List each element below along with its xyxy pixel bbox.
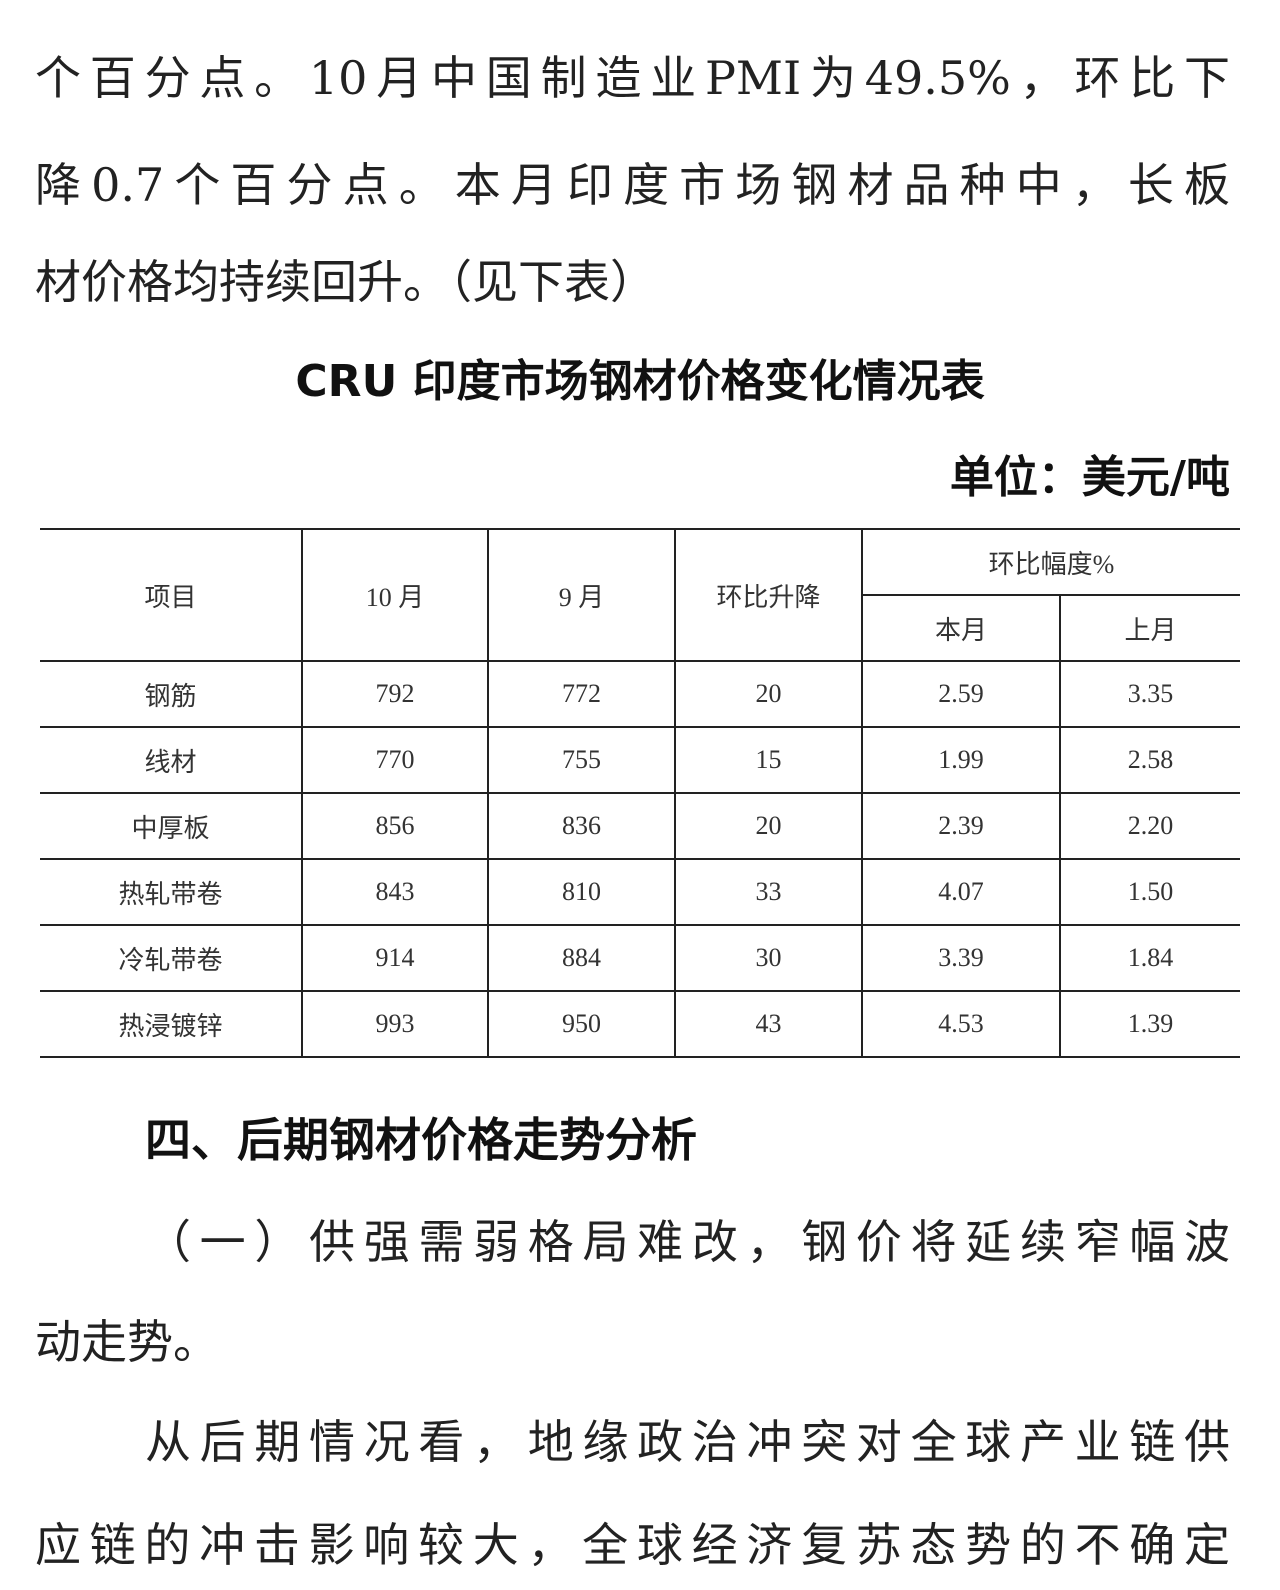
table-row: 中厚板 856 836 20 2.39 2.20 [40, 792, 1240, 860]
table-cell: 792 [301, 660, 489, 728]
paragraph-line: 从后期情况看，地缘政治冲突对全球产业链供 [145, 1415, 1230, 1469]
table-cell: 770 [301, 726, 489, 794]
paragraph-line: 个百分点。10月中国制造业PMI为49.5%，环比下 [35, 51, 1230, 105]
table-cell: 755 [487, 726, 676, 794]
price-table: 项目 10 月 9 月 环比升降 环比幅度% 本月 上月 钢筋 792 772 20 2… [40, 528, 1240, 1058]
table-cell: 4.07 [861, 858, 1061, 926]
header-oct: 10 月 [301, 528, 489, 662]
table-row: 线材 770 755 15 1.99 2.58 [40, 726, 1240, 794]
header-sep: 9 月 [487, 528, 676, 662]
unit-label: 单位：美元/吨 [949, 452, 1230, 503]
table-cell: 30 [674, 924, 863, 992]
table-cell: 2.39 [861, 792, 1061, 860]
table-cell: 810 [487, 858, 676, 926]
table-cell: 冷轧带卷 [40, 924, 303, 992]
table-cell: 856 [301, 792, 489, 860]
table-cell: 15 [674, 726, 863, 794]
paragraph-line: 降0.7个百分点。本月印度市场钢材品种中，长板 [35, 158, 1230, 212]
table-cell: 2.58 [1059, 726, 1240, 794]
table-cell: 4.53 [861, 990, 1061, 1058]
table-cell: 3.39 [861, 924, 1061, 992]
table-cell: 热浸镀锌 [40, 990, 303, 1058]
table-cell: 1.50 [1059, 858, 1240, 926]
table-row: 热浸镀锌 993 950 43 4.53 1.39 [40, 990, 1240, 1058]
subsection-line: 动走势。 [35, 1315, 219, 1369]
table-cell: 884 [487, 924, 676, 992]
table-row: 冷轧带卷 914 884 30 3.39 1.84 [40, 924, 1240, 992]
table-cell: 950 [487, 990, 676, 1058]
section-heading: 四、后期钢材价格走势分析 [145, 1113, 697, 1167]
header-item: 项目 [40, 528, 303, 662]
table-cell: 33 [674, 858, 863, 926]
table-cell: 钢筋 [40, 660, 303, 728]
paragraph-line: 应链的冲击影响较大，全球经济复苏态势的不确定 [35, 1518, 1230, 1572]
table-title: CRU 印度市场钢材价格变化情况表 [295, 356, 985, 407]
table-cell: 843 [301, 858, 489, 926]
paragraph-line: 材价格均持续回升。（见下表） [35, 255, 656, 309]
table-cell: 2.20 [1059, 792, 1240, 860]
table-row: 热轧带卷 843 810 33 4.07 1.50 [40, 858, 1240, 926]
header-this-month: 本月 [862, 594, 1061, 662]
table-row: 钢筋 792 772 20 2.59 3.35 [40, 660, 1240, 728]
table-cell: 2.59 [861, 660, 1061, 728]
table-cell: 1.39 [1059, 990, 1240, 1058]
table-cell: 1.99 [861, 726, 1061, 794]
table-cell: 914 [301, 924, 489, 992]
table-cell: 43 [674, 990, 863, 1058]
table-cell: 993 [301, 990, 489, 1058]
subsection-line: （一）供强需弱格局难改，钢价将延续窄幅波 [145, 1215, 1230, 1269]
table-cell: 线材 [40, 726, 303, 794]
header-change: 环比升降 [674, 528, 863, 662]
table-cell: 中厚板 [40, 792, 303, 860]
table-cell: 20 [674, 792, 863, 860]
table-cell: 772 [487, 660, 676, 728]
table-cell: 836 [487, 792, 676, 860]
table-cell: 1.84 [1059, 924, 1240, 992]
table-cell: 热轧带卷 [40, 858, 303, 926]
table-cell: 20 [674, 660, 863, 728]
header-pct-group: 环比幅度% [861, 528, 1240, 596]
table-cell: 3.35 [1059, 660, 1240, 728]
header-last-month: 上月 [1059, 594, 1240, 662]
